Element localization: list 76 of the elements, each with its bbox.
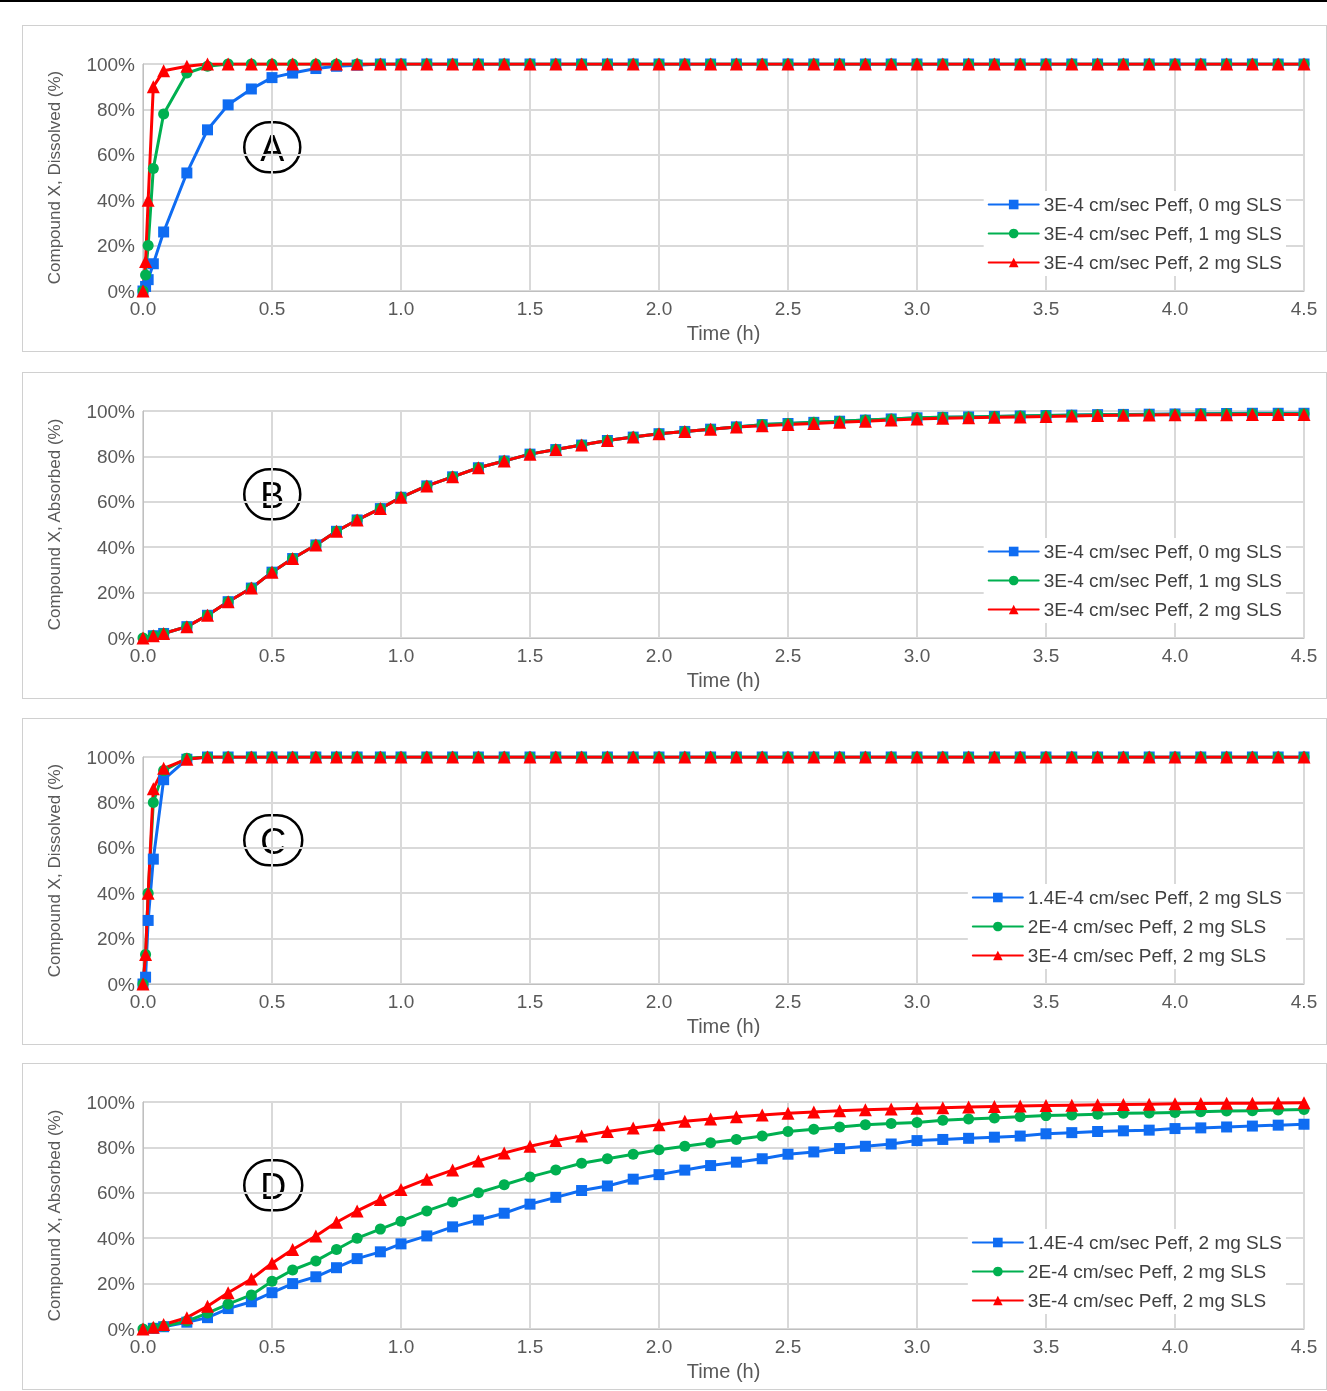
x-tick-label: 3.0: [903, 645, 931, 666]
y-tick-label: 100%: [86, 400, 136, 422]
y-tick-label: 20%: [96, 582, 136, 604]
x-tick-label: 2.0: [645, 1336, 673, 1357]
y-tick-label: 80%: [96, 445, 136, 467]
x-tick-label: 4.5: [1290, 991, 1318, 1012]
x-tick-label: 1.5: [516, 1336, 544, 1357]
y-tick-label: 60%: [96, 491, 136, 513]
x-tick-label: 0.5: [258, 991, 286, 1012]
y-tick-label: 80%: [96, 98, 136, 120]
legend-label: 3E-4 cm/sec Peff, 2 mg SLS: [1027, 1290, 1267, 1311]
x-tick-label: 3.0: [903, 298, 931, 319]
x-tick-label: 0.5: [258, 645, 286, 666]
x-tick-label: 1.5: [516, 645, 544, 666]
y-axis-title: Compound X, Dissolved (%): [45, 70, 64, 285]
y-axis-title: Compound X, Dissolved (%): [45, 763, 64, 978]
x-tick-label: 4.5: [1290, 1336, 1318, 1357]
x-tick-label: 2.5: [774, 991, 802, 1012]
x-axis-title: Time (h): [686, 1014, 761, 1037]
legend-label: 3E-4 cm/sec Peff, 2 mg SLS: [1043, 252, 1283, 273]
x-tick-label: 2.5: [774, 298, 802, 319]
x-tick-label: 3.0: [903, 1336, 931, 1357]
y-tick-label: 20%: [96, 928, 136, 950]
x-tick-label: 3.5: [1032, 1336, 1060, 1357]
x-tick-label: 2.0: [645, 645, 673, 666]
x-tick-label: 4.0: [1161, 991, 1189, 1012]
x-tick-label: 1.5: [516, 991, 544, 1012]
y-tick-label: 20%: [96, 235, 136, 257]
y-tick-label: 80%: [96, 1136, 136, 1158]
y-tick-label: 60%: [96, 144, 136, 166]
x-tick-label: 1.0: [387, 645, 415, 666]
y-tick-label: 40%: [96, 1227, 136, 1249]
x-axis-title: Time (h): [686, 1359, 761, 1382]
y-tick-label: 40%: [96, 536, 136, 558]
x-tick-label: 4.5: [1290, 645, 1318, 666]
y-axis-title: Compound X, Absorbed (%): [45, 1109, 64, 1322]
legend-label: 3E-4 cm/sec Peff, 0 mg SLS: [1043, 541, 1283, 562]
x-axis-title: Time (h): [686, 668, 761, 691]
y-axis-title: Compound X, Absorbed (%): [45, 418, 64, 631]
x-tick-label: 2.0: [645, 991, 673, 1012]
x-tick-label: 3.0: [903, 991, 931, 1012]
y-tick-label: 100%: [86, 746, 136, 768]
x-tick-label: 4.0: [1161, 645, 1189, 666]
y-tick-label: 40%: [96, 882, 136, 904]
legend-label: 1.4E-4 cm/sec Peff, 2 mg SLS: [1027, 1232, 1282, 1253]
x-tick-label: 2.5: [774, 645, 802, 666]
y-tick-label: 20%: [96, 1273, 136, 1295]
x-tick-label: 1.0: [387, 298, 415, 319]
legend-label: 2E-4 cm/sec Peff, 2 mg SLS: [1027, 916, 1267, 937]
y-tick-label: 100%: [86, 1091, 136, 1113]
x-axis-title: Time (h): [686, 321, 761, 344]
legend-label: 3E-4 cm/sec Peff, 1 mg SLS: [1043, 223, 1283, 244]
y-tick-label: 100%: [86, 53, 136, 75]
legend-label: 3E-4 cm/sec Peff, 2 mg SLS: [1043, 599, 1283, 620]
y-tick-label: 40%: [96, 189, 136, 211]
y-tick-label: 60%: [96, 837, 136, 859]
legend-label: 3E-4 cm/sec Peff, 2 mg SLS: [1027, 945, 1267, 966]
y-tick-label: 60%: [96, 1182, 136, 1204]
x-tick-label: 1.0: [387, 1336, 415, 1357]
x-tick-label: 1.0: [387, 991, 415, 1012]
x-tick-label: 4.0: [1161, 298, 1189, 319]
x-tick-label: 1.5: [516, 298, 544, 319]
legend-label: 1.4E-4 cm/sec Peff, 2 mg SLS: [1027, 887, 1282, 908]
x-tick-label: 4.5: [1290, 298, 1318, 319]
x-tick-label: 2.0: [645, 298, 673, 319]
x-tick-label: 3.5: [1032, 991, 1060, 1012]
x-tick-label: 4.0: [1161, 1336, 1189, 1357]
legend-label: 3E-4 cm/sec Peff, 1 mg SLS: [1043, 570, 1283, 591]
x-tick-label: 3.5: [1032, 645, 1060, 666]
x-tick-label: 0.5: [258, 1336, 286, 1357]
x-tick-label: 0.5: [258, 298, 286, 319]
y-tick-label: 80%: [96, 791, 136, 813]
legend-label: 2E-4 cm/sec Peff, 2 mg SLS: [1027, 1261, 1267, 1282]
legend-label: 3E-4 cm/sec Peff, 0 mg SLS: [1043, 194, 1283, 215]
x-tick-label: 2.5: [774, 1336, 802, 1357]
x-tick-label: 3.5: [1032, 298, 1060, 319]
